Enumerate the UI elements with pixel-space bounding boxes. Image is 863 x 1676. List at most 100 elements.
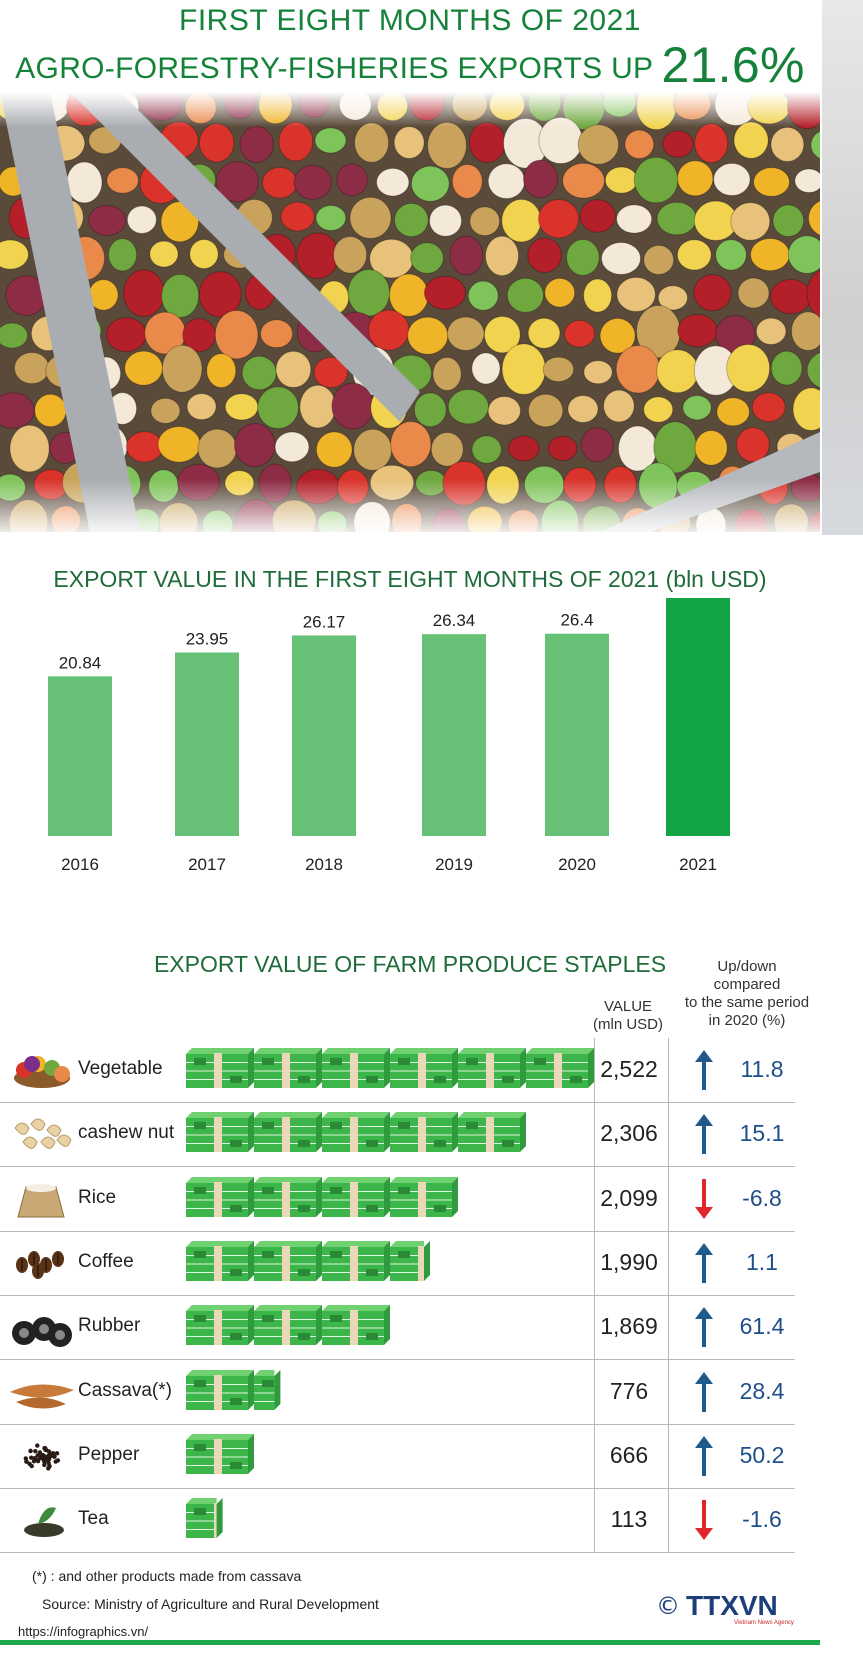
headline-line-1: FIRST EIGHT MONTHS OF 2021 xyxy=(179,4,641,37)
staple-value: 2,099 xyxy=(600,1184,658,1211)
money-bar xyxy=(186,1048,594,1088)
money-bundle xyxy=(390,1240,424,1281)
column-divider xyxy=(594,1359,595,1424)
staple-row: Coffee 1,990 1.1 xyxy=(0,1230,820,1296)
staple-change: -6.8 xyxy=(742,1184,782,1211)
staples-title: EXPORT VALUE OF FARM PRODUCE STAPLES xyxy=(153,951,667,977)
money-bundle xyxy=(186,1369,254,1410)
row-divider xyxy=(0,1359,795,1361)
arrow-up-icon xyxy=(695,1371,713,1412)
staple-value: 2,522 xyxy=(600,1056,658,1082)
staple-name: Cassava(*) xyxy=(78,1379,172,1401)
staple-name: Vegetable xyxy=(78,1058,163,1079)
headline-highlight: 21.6% xyxy=(661,37,805,93)
money-bundle xyxy=(390,1176,458,1217)
staple-row: Pepper 666 50.2 xyxy=(0,1423,820,1489)
money-bar xyxy=(186,1176,458,1217)
staple-change: 28.4 xyxy=(739,1377,785,1404)
row-divider xyxy=(0,1166,795,1168)
change-header-line: to the same period xyxy=(684,994,810,1011)
arrow-up-icon xyxy=(695,1242,713,1283)
bar-value-label: 26.17 xyxy=(303,612,346,631)
arrow-up-icon xyxy=(695,1114,713,1155)
column-divider xyxy=(594,1102,595,1167)
column-divider xyxy=(668,1166,669,1231)
row-divider xyxy=(0,1294,795,1296)
x-tick-label: 2020 xyxy=(558,855,596,874)
staple-value: 113 xyxy=(610,1506,648,1533)
x-tick-label: 2019 xyxy=(435,855,473,874)
bar-value-label: 23.95 xyxy=(186,629,229,648)
column-divider xyxy=(668,1038,669,1102)
column-divider xyxy=(668,1295,669,1360)
headline-line-2: AGRO-FORESTRY-FISHERIES EXPORTS UP 21.6% xyxy=(0,36,820,94)
column-divider xyxy=(594,1230,595,1295)
fruit-basket-icon xyxy=(14,1056,70,1088)
money-bundle xyxy=(322,1048,390,1088)
money-bundle xyxy=(390,1112,458,1153)
staple-value: 2,306 xyxy=(600,1120,658,1147)
arrow-up-icon xyxy=(695,1307,713,1348)
value-header-line: VALUE xyxy=(603,998,653,1015)
column-divider xyxy=(594,1295,595,1360)
cashew-icon xyxy=(14,1118,72,1150)
source-credit: Source: Ministry of Agriculture and Rura… xyxy=(42,1596,379,1612)
bar-value-label: 20.84 xyxy=(59,653,102,672)
money-bundle xyxy=(322,1240,390,1281)
staple-row: Tea 113 -1.6 xyxy=(0,1488,820,1554)
column-divider xyxy=(668,1359,669,1424)
money-bundle xyxy=(254,1240,322,1281)
column-divider xyxy=(668,1423,669,1488)
value-header-unit: (mln USD) xyxy=(593,1016,663,1033)
export-value-bar-chart: 20.84 2016 23.95 2017 26.17 2018 26.34 2019 26.4… xyxy=(48,598,730,874)
money-bundle xyxy=(254,1048,322,1088)
bar-value-label: 26.34 xyxy=(433,611,476,630)
column-divider xyxy=(594,1166,595,1231)
money-bar xyxy=(186,1240,430,1281)
staple-row: Cassava(*) 776 28.4 xyxy=(0,1359,820,1425)
money-bundle xyxy=(526,1048,594,1088)
staple-name: Tea xyxy=(78,1508,109,1530)
staple-change: 61.4 xyxy=(739,1313,785,1340)
tea-icon xyxy=(24,1507,64,1538)
row-divider xyxy=(0,1487,795,1489)
staple-change: 11.8 xyxy=(740,1056,784,1082)
x-tick-label: 2021 xyxy=(679,855,717,874)
x-tick-label: 2017 xyxy=(188,855,226,874)
bar-2019 xyxy=(422,634,486,836)
money-bundle xyxy=(186,1048,254,1088)
bar-2018 xyxy=(292,635,356,836)
website-url: https://infographics.vn/ xyxy=(18,1624,149,1639)
column-divider xyxy=(594,1038,595,1102)
staple-row: cashew nut 2,306 15.1 xyxy=(0,1102,820,1168)
cassava-icon xyxy=(10,1383,74,1409)
tires-icon xyxy=(12,1317,72,1348)
money-bundle xyxy=(458,1048,526,1088)
money-bundle xyxy=(186,1305,254,1346)
column-divider xyxy=(668,1102,669,1167)
staple-change: -1.6 xyxy=(742,1506,782,1533)
change-header-line: Up/down xyxy=(717,958,777,975)
arrow-up-icon xyxy=(695,1435,713,1476)
ttxvn-logo: © TTXVN Vietnam News Agency xyxy=(656,1590,794,1626)
bottom-green-bar xyxy=(0,1640,820,1645)
staple-name: Pepper xyxy=(78,1443,140,1465)
money-bundle xyxy=(322,1112,390,1153)
money-bundle xyxy=(254,1176,322,1217)
money-bundle xyxy=(186,1498,217,1539)
staple-value: 666 xyxy=(609,1441,649,1468)
money-bundle xyxy=(186,1112,254,1153)
bar-value-label: 26.4 xyxy=(560,611,593,630)
produce-photo xyxy=(0,92,820,532)
money-bar xyxy=(186,1369,281,1410)
arrow-down-icon xyxy=(695,1178,713,1219)
money-bundle xyxy=(322,1305,390,1346)
staple-value: 1,869 xyxy=(600,1313,658,1340)
photo-edge-strip xyxy=(822,0,863,535)
money-bundle xyxy=(322,1176,390,1217)
staple-change: 15.1 xyxy=(739,1120,785,1147)
logo-subtitle: Vietnam News Agency xyxy=(734,1620,794,1626)
staple-name: cashew nut xyxy=(78,1122,175,1144)
money-bundle xyxy=(254,1369,275,1410)
x-tick-label: 2016 xyxy=(61,855,99,874)
